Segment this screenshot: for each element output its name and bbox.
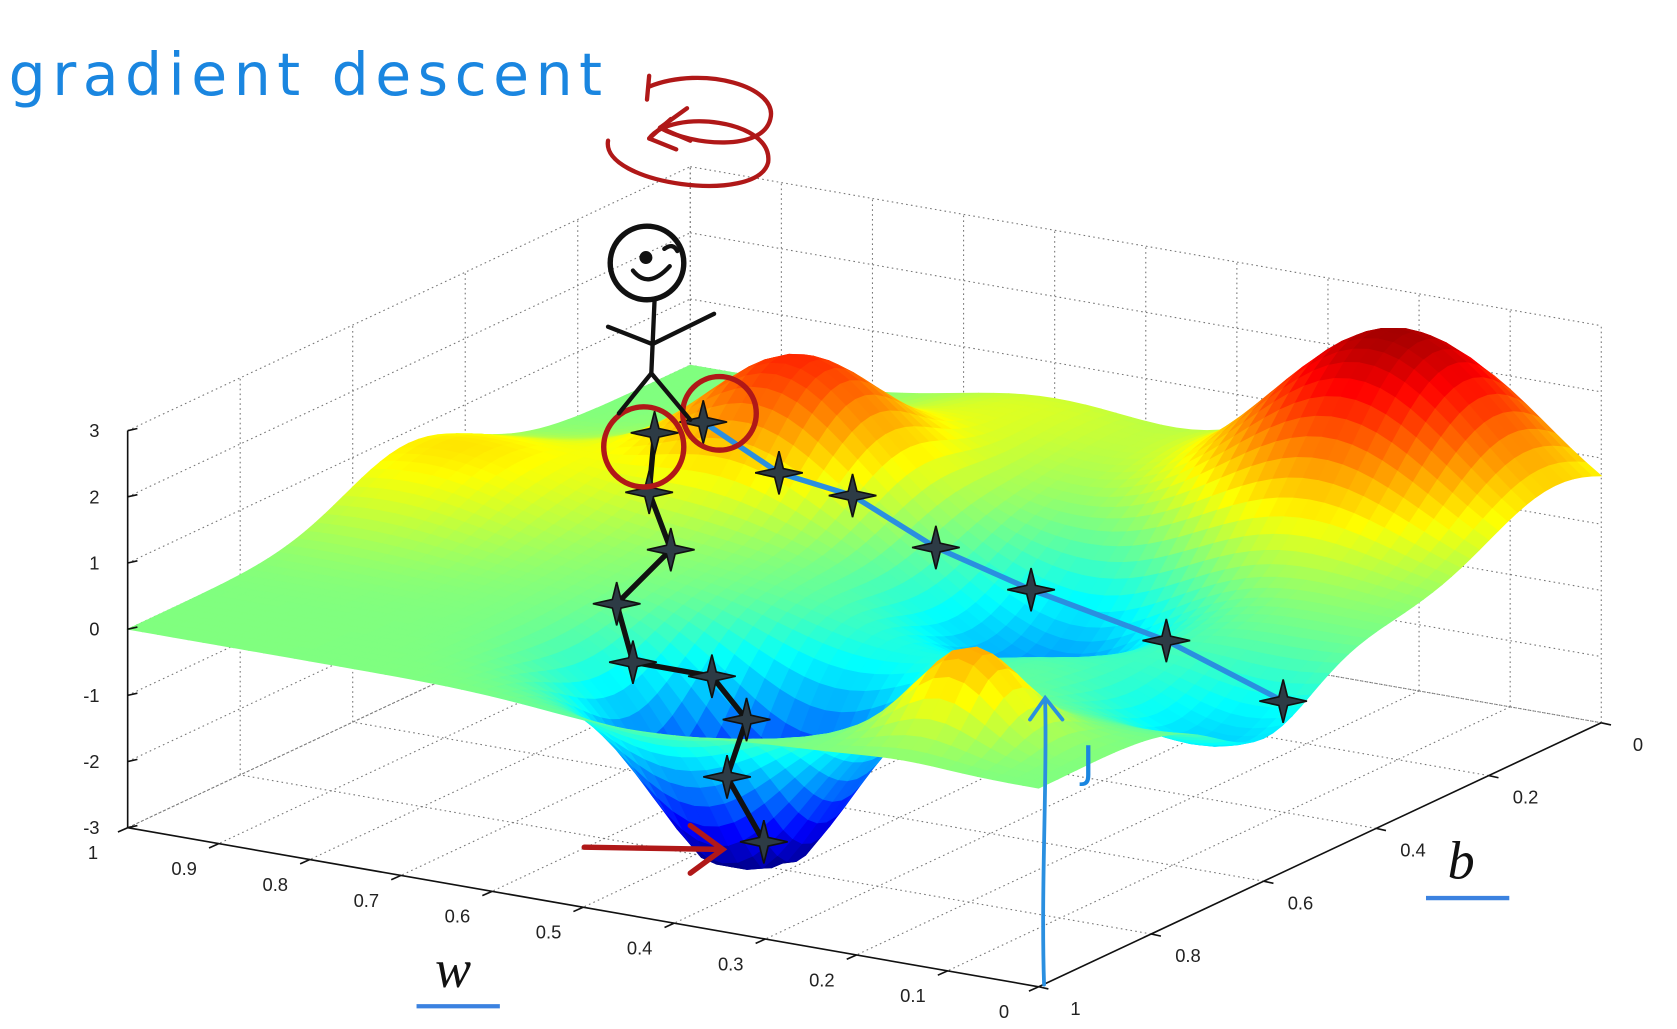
grid-line — [127, 232, 691, 498]
y-tick-label: 0.4 — [1400, 839, 1426, 860]
tick-mark — [127, 427, 138, 432]
y-tick-label: 1 — [1070, 998, 1080, 1019]
x-tick-label: 0.2 — [809, 969, 835, 990]
x-tick-label: 0 — [999, 1001, 1009, 1022]
grid-line — [127, 563, 691, 829]
grid-line — [127, 298, 691, 564]
x-tick-label: 0.4 — [627, 938, 653, 959]
x-tick-label: 0.5 — [536, 922, 562, 943]
tick-mark — [127, 692, 138, 697]
axes: 3 2 1 0 -1 -2 -3 1 0.9 0.8 0.7 0.6 0.5 0.4 0.3 0.2 0.1 0 0… — [83, 420, 1643, 1022]
chart-title: gradient descent — [9, 41, 609, 109]
tick-mark — [208, 842, 220, 849]
tick-mark — [1038, 985, 1049, 990]
z-axis-label: J — [1079, 738, 1095, 788]
grid-line — [856, 690, 1420, 956]
tick-mark — [1376, 827, 1387, 832]
surface — [126, 327, 1603, 870]
tick-mark — [481, 890, 493, 897]
tick-mark — [755, 938, 766, 945]
z-tick-label: -3 — [83, 817, 99, 838]
y-axis-label: b — [1448, 831, 1475, 891]
x-tick-label: 0.6 — [445, 906, 471, 927]
x-axis-label: w — [435, 939, 471, 999]
surface-patch — [1022, 780, 1050, 789]
y-tick-label: 0 — [1633, 734, 1643, 755]
grid-line — [127, 166, 691, 432]
tick-mark — [937, 970, 948, 976]
grid-line — [352, 721, 1264, 882]
tick-mark — [846, 954, 857, 961]
minimum-arrow — [581, 822, 728, 876]
y-tick-label: 0.8 — [1175, 945, 1201, 966]
stick-figure — [605, 223, 717, 422]
tick-mark — [127, 560, 138, 564]
x-tick-label: 0.7 — [354, 890, 380, 911]
tick-mark — [573, 906, 584, 913]
z-tick-label: 1 — [89, 552, 99, 573]
tick-mark — [127, 493, 138, 498]
z-tick-label: 3 — [89, 420, 99, 441]
grid-line — [690, 563, 1602, 724]
z-tick-label: -2 — [83, 751, 99, 772]
tick-mark — [127, 758, 138, 763]
x-tick-label: 0.9 — [171, 858, 197, 879]
tick-mark — [1151, 933, 1162, 937]
start-circle — [601, 404, 687, 490]
x-tick-label: 1 — [88, 842, 98, 863]
z-tick-label: 0 — [89, 619, 99, 640]
z-tick-label: -1 — [83, 685, 99, 706]
grid-line — [690, 166, 1602, 327]
grid-line — [690, 497, 1602, 658]
tick-mark — [117, 826, 128, 833]
dizzy-swirl — [605, 73, 774, 189]
grid-line — [240, 774, 1152, 935]
tick-mark — [127, 626, 138, 630]
tick-mark — [1028, 986, 1039, 992]
x-tick-label: 0.3 — [718, 953, 744, 974]
z-tick-label: 2 — [89, 486, 99, 507]
y-axis — [1038, 722, 1602, 988]
tick-mark — [664, 922, 675, 929]
x-tick-label: 0.1 — [900, 985, 926, 1006]
grid-line — [127, 497, 691, 763]
tick-mark — [1601, 721, 1612, 726]
tick-mark — [390, 874, 402, 881]
tick-mark — [299, 858, 311, 865]
y-tick-label: 0.6 — [1288, 892, 1314, 913]
j-arrow — [1028, 694, 1065, 987]
grid-line — [127, 430, 691, 696]
x-tick-label: 0.8 — [262, 874, 288, 895]
tick-mark — [127, 824, 138, 829]
tick-mark — [1263, 880, 1274, 885]
y-tick-label: 0.2 — [1513, 787, 1539, 808]
tick-mark — [1488, 774, 1499, 779]
grid-line — [947, 706, 1511, 972]
